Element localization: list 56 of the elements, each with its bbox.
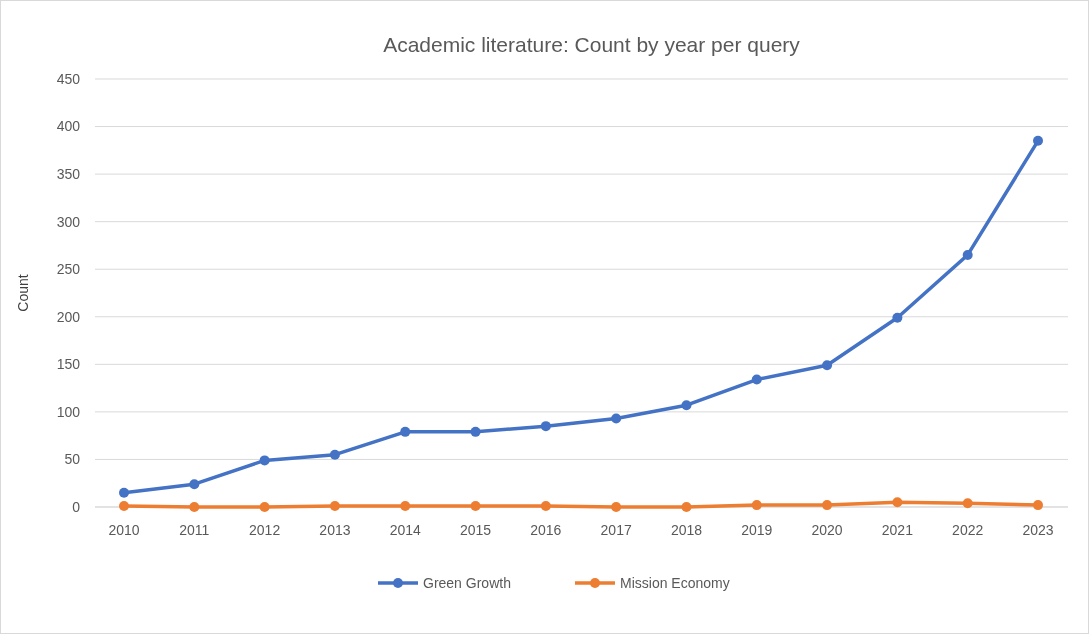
x-tick-label: 2021 bbox=[881, 522, 914, 538]
point bbox=[329, 449, 340, 460]
point bbox=[611, 413, 622, 424]
y-tick-label: 450 bbox=[56, 70, 81, 87]
x-tick-label: 2016 bbox=[530, 522, 562, 538]
point bbox=[1033, 135, 1043, 146]
y-tick-label: 100 bbox=[56, 403, 81, 420]
point bbox=[751, 500, 762, 511]
point bbox=[681, 502, 692, 512]
y-axis-title: Count bbox=[15, 274, 31, 312]
x-tick-label: 2020 bbox=[811, 522, 843, 538]
point bbox=[400, 426, 411, 437]
point bbox=[892, 497, 903, 508]
point bbox=[962, 498, 973, 509]
point bbox=[189, 502, 200, 512]
point bbox=[751, 374, 762, 385]
x-tick-label: 2013 bbox=[319, 522, 351, 538]
point bbox=[822, 500, 833, 511]
x-tick-label: 2014 bbox=[389, 522, 422, 538]
y-tick-label: 300 bbox=[56, 213, 81, 230]
x-tick-label: 2010 bbox=[108, 522, 140, 538]
point bbox=[540, 501, 551, 512]
point bbox=[259, 455, 270, 466]
x-tick-label: 2011 bbox=[179, 522, 210, 538]
y-tick-label: 350 bbox=[56, 166, 81, 183]
point bbox=[470, 501, 481, 512]
point bbox=[681, 400, 692, 411]
point bbox=[540, 421, 551, 432]
point bbox=[329, 501, 340, 512]
point bbox=[119, 487, 129, 498]
x-tick-label: 2018 bbox=[670, 522, 703, 538]
point bbox=[822, 360, 833, 371]
x-tick-label: 2015 bbox=[459, 522, 492, 538]
x-tick-label: 2019 bbox=[741, 522, 773, 538]
chart-title: Academic literature: Count by year per query bbox=[383, 33, 801, 56]
point bbox=[119, 501, 129, 512]
x-tick-label: 2023 bbox=[1022, 522, 1054, 538]
y-tick-label: 150 bbox=[56, 356, 81, 373]
y-tick-label: 50 bbox=[64, 451, 81, 468]
point bbox=[189, 479, 200, 490]
point bbox=[1033, 500, 1043, 511]
y-tick-label: 400 bbox=[56, 118, 81, 135]
y-tick-label: 0 bbox=[72, 498, 81, 515]
x-tick-label: 2012 bbox=[249, 522, 281, 538]
point bbox=[400, 501, 411, 512]
point bbox=[611, 502, 622, 512]
point bbox=[892, 312, 903, 323]
x-tick-label: 2022 bbox=[952, 522, 984, 538]
point bbox=[259, 502, 270, 512]
y-tick-label: 250 bbox=[56, 261, 81, 278]
x-tick-label: 2017 bbox=[600, 522, 632, 538]
legend-label: Green Growth bbox=[423, 574, 511, 591]
y-tick-label: 200 bbox=[56, 308, 81, 325]
point bbox=[962, 249, 973, 260]
legend-label: Mission Economy bbox=[620, 574, 730, 591]
point bbox=[470, 426, 481, 437]
